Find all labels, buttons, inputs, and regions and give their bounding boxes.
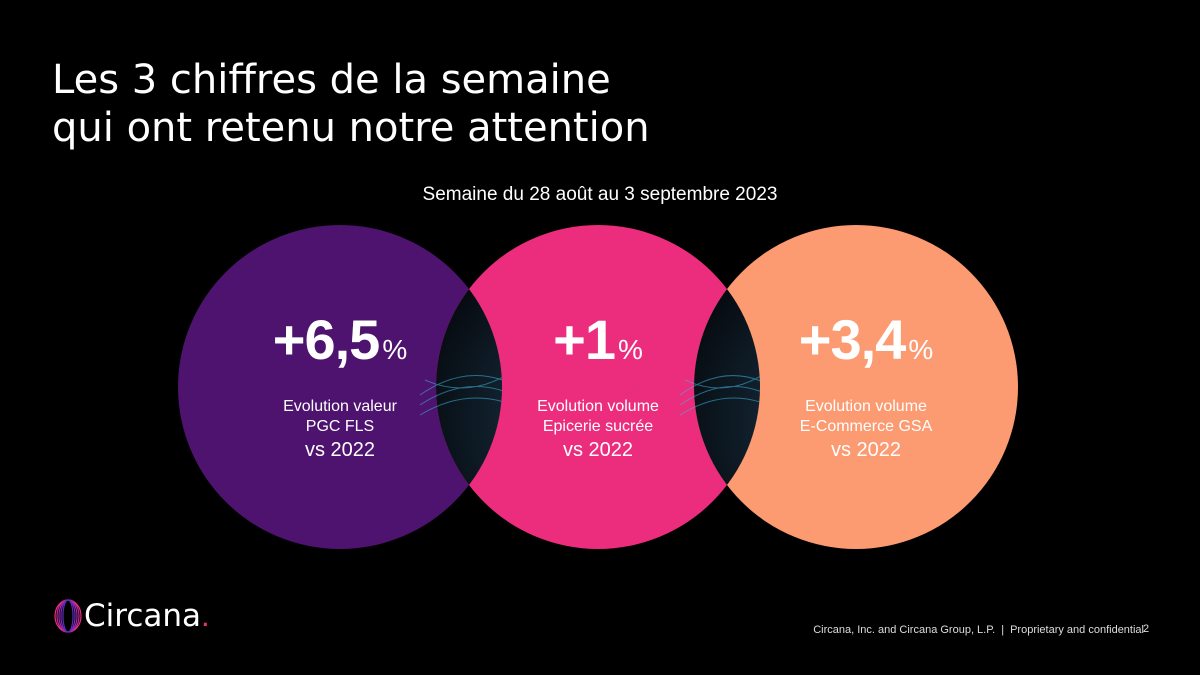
figure-1-line3: vs 2022: [304, 439, 376, 461]
figure-3-unit: %: [908, 334, 934, 365]
week-subtitle: Semaine du 28 août au 3 septembre 2023: [422, 184, 778, 205]
figure-3-line2: E-Commerce GSA: [799, 418, 933, 435]
slide-title: Les 3 chiffres de la semaine qui ont ret…: [52, 56, 650, 152]
figure-2-unit: %: [617, 334, 643, 365]
figure-1-line1: Evolution valeur: [283, 398, 397, 415]
circana-logo-dot: .: [201, 598, 210, 633]
figure-1: +6,5% Evolution valeur PGC FLS vs 2022: [195, 225, 485, 550]
circana-logo-text: Circana: [84, 598, 202, 634]
circle-pink: [436, 225, 760, 549]
title-line-2: qui ont retenu notre attention: [52, 105, 650, 151]
figure-2-line2: Epicerie sucrée: [542, 418, 654, 435]
overlap-lens-right: [679, 225, 760, 549]
figure-3-line1: Evolution volume: [805, 398, 927, 415]
footer-legal: Circana, Inc. and Circana Group, L.P. | Pr…: [813, 624, 1144, 636]
figure-3-line3: vs 2022: [830, 439, 902, 461]
circana-logo-icon: [54, 599, 82, 633]
footer-company: Circana, Inc. and Circana Group, L.P.: [813, 624, 996, 636]
figure-3: +3,4% Evolution volume E-Commerce GSA vs…: [721, 225, 1011, 550]
figure-2-line3: vs 2022: [562, 439, 634, 461]
figure-2: +1% Evolution volume Epicerie sucrée vs …: [453, 225, 743, 550]
footer-confidential: Proprietary and confidential: [1010, 624, 1144, 636]
figure-3-value: +3,4: [798, 308, 907, 371]
title-line-1: Les 3 chiffres de la semaine: [52, 57, 611, 103]
footer-separator: |: [1001, 624, 1005, 636]
page-number: 2: [1143, 623, 1150, 635]
figure-1-value: +6,5: [272, 308, 381, 371]
circle-purple: [178, 225, 502, 549]
figure-1-unit: %: [382, 334, 408, 365]
figure-2-line1: Evolution volume: [537, 398, 659, 415]
circana-logo: Circana.: [52, 598, 210, 634]
circle-salmon: [694, 225, 1018, 549]
figure-1-line2: PGC FLS: [305, 418, 375, 435]
figure-2-value: +1: [553, 308, 616, 371]
overlap-lens-left: [419, 225, 502, 549]
